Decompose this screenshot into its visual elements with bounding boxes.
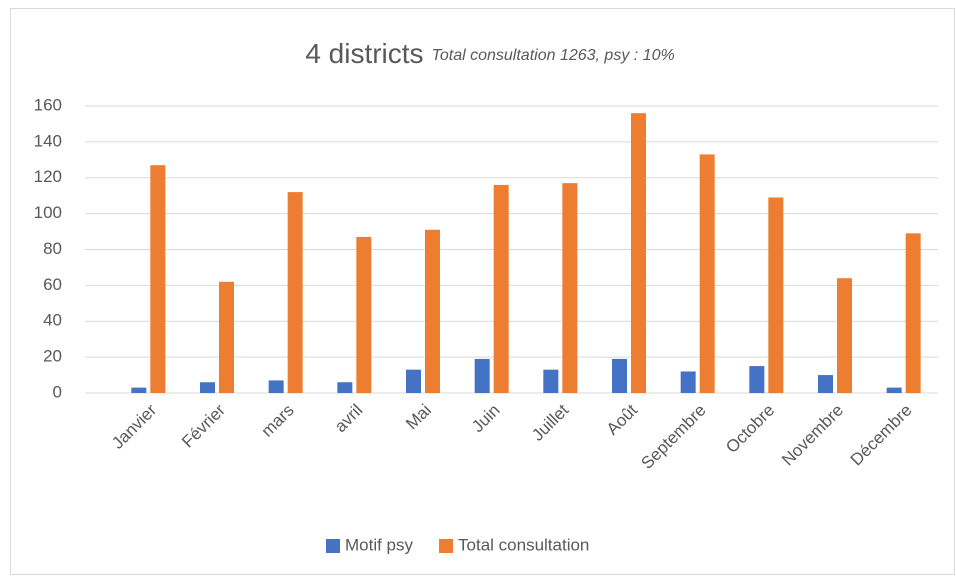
legend-swatch bbox=[326, 539, 340, 553]
bar bbox=[219, 281, 234, 393]
bar bbox=[818, 375, 833, 393]
bar bbox=[356, 236, 372, 393]
bar bbox=[631, 113, 646, 394]
bar bbox=[425, 229, 440, 393]
bar bbox=[562, 183, 578, 393]
y-tick-label: 40 bbox=[43, 311, 62, 330]
legend-label: Total consultation bbox=[458, 535, 589, 554]
y-tick-label: 140 bbox=[34, 131, 62, 150]
chart-subtitle: Total consultation 1263, psy : 10% bbox=[432, 47, 675, 64]
bar bbox=[837, 278, 852, 393]
y-tick-label: 80 bbox=[43, 239, 62, 258]
bar bbox=[200, 382, 215, 393]
bar bbox=[150, 165, 166, 393]
bar bbox=[699, 154, 715, 393]
bar bbox=[612, 358, 627, 393]
bar bbox=[131, 387, 147, 393]
bar bbox=[337, 382, 353, 393]
bar bbox=[287, 192, 303, 393]
y-tick-label: 0 bbox=[53, 382, 62, 401]
bar bbox=[749, 366, 765, 393]
y-tick-label: 100 bbox=[34, 203, 62, 222]
chart-title: 4 districts bbox=[305, 38, 423, 69]
legend-label: Motif psy bbox=[345, 535, 414, 554]
y-tick-label: 120 bbox=[34, 167, 62, 186]
bar bbox=[474, 358, 490, 393]
y-tick-label: 60 bbox=[43, 275, 62, 294]
bar bbox=[493, 184, 509, 393]
y-tick-label: 20 bbox=[43, 347, 62, 366]
y-tick-label: 160 bbox=[34, 95, 62, 114]
chart-heading: 4 districts Total consultation 1263, psy … bbox=[305, 38, 674, 69]
bar bbox=[905, 233, 921, 393]
bar bbox=[886, 387, 902, 393]
legend-swatch bbox=[439, 539, 454, 553]
bar bbox=[680, 371, 696, 393]
chart-border bbox=[10, 8, 955, 575]
bar bbox=[768, 197, 784, 393]
bar bbox=[406, 369, 421, 393]
bar bbox=[543, 369, 559, 393]
bar bbox=[268, 380, 284, 393]
